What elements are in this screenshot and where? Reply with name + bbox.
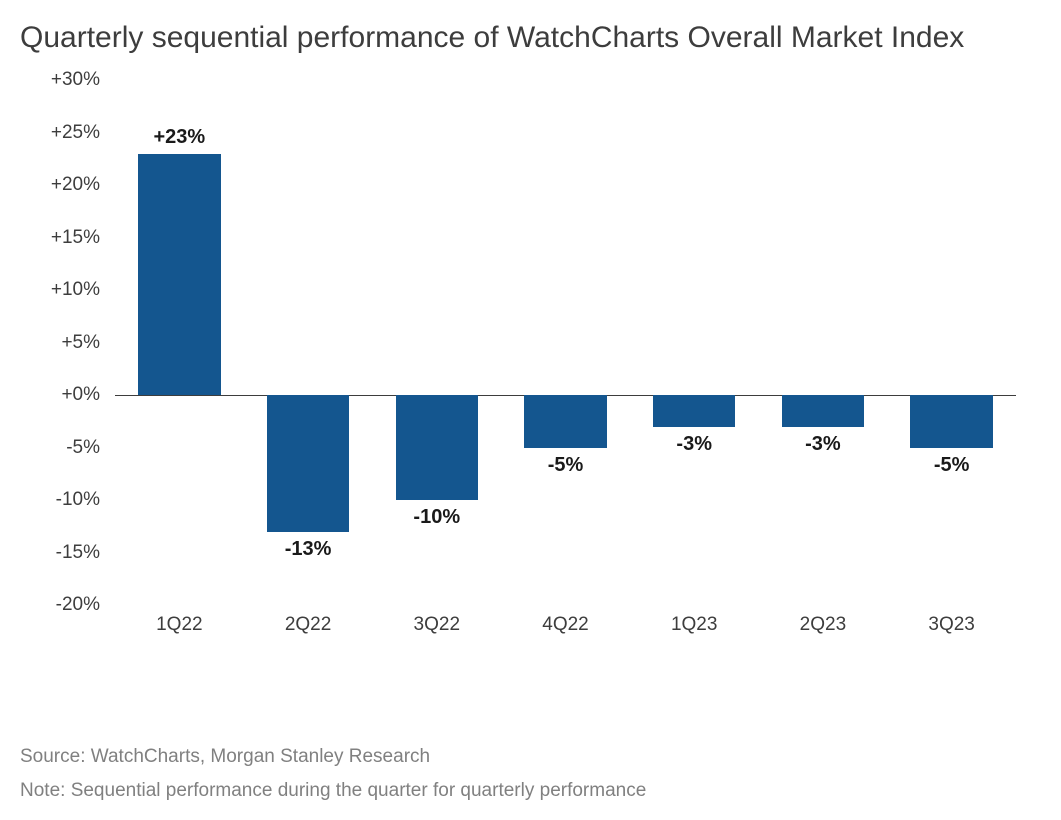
bar [267,395,349,532]
y-tick-label: +10% [20,279,100,301]
y-tick-label: -5% [20,437,100,459]
plot-region: +23% -13% -10% -5% -3% -3% -5% [115,80,1016,605]
x-axis: 1Q22 2Q22 3Q22 4Q22 1Q23 2Q23 3Q23 [115,610,1016,640]
x-tick-label: 1Q22 [156,614,202,636]
bar-value-label: -5% [548,454,584,477]
bar [782,395,864,427]
bar-value-label: -10% [413,506,460,529]
x-tick-label: 2Q22 [285,614,331,636]
x-tick-label: 3Q22 [414,614,460,636]
y-tick-label: -20% [20,594,100,616]
chart-footer: Source: WatchCharts, Morgan Stanley Rese… [20,734,1041,802]
bar-value-label: -3% [805,433,841,456]
y-tick-label: +30% [20,69,100,91]
y-tick-label: +0% [20,384,100,406]
x-tick-label: 1Q23 [671,614,717,636]
chart-title: Quarterly sequential performance of Watc… [20,15,1041,60]
chart-area: +30%+25%+20%+15%+10%+5%+0%-5%-10%-15%-20… [20,80,1041,640]
y-tick-label: -10% [20,489,100,511]
y-tick-label: +15% [20,227,100,249]
x-tick-label: 2Q23 [800,614,846,636]
source-text: Source: WatchCharts, Morgan Stanley Rese… [20,746,1041,768]
bar [653,395,735,427]
x-tick-label: 3Q23 [928,614,974,636]
note-text: Note: Sequential performance during the … [20,780,1041,802]
y-tick-label: +5% [20,332,100,354]
bar [396,395,478,500]
bar [910,395,992,448]
bar-value-label: -3% [676,433,712,456]
bar-value-label: +23% [153,126,205,149]
x-tick-label: 4Q22 [542,614,588,636]
y-axis: +30%+25%+20%+15%+10%+5%+0%-5%-10%-15%-20… [20,80,110,640]
bar-value-label: -5% [934,454,970,477]
y-tick-label: -15% [20,542,100,564]
y-tick-label: +20% [20,174,100,196]
y-tick-label: +25% [20,122,100,144]
bar-value-label: -13% [285,538,332,561]
bar [138,154,220,396]
bar [524,395,606,448]
